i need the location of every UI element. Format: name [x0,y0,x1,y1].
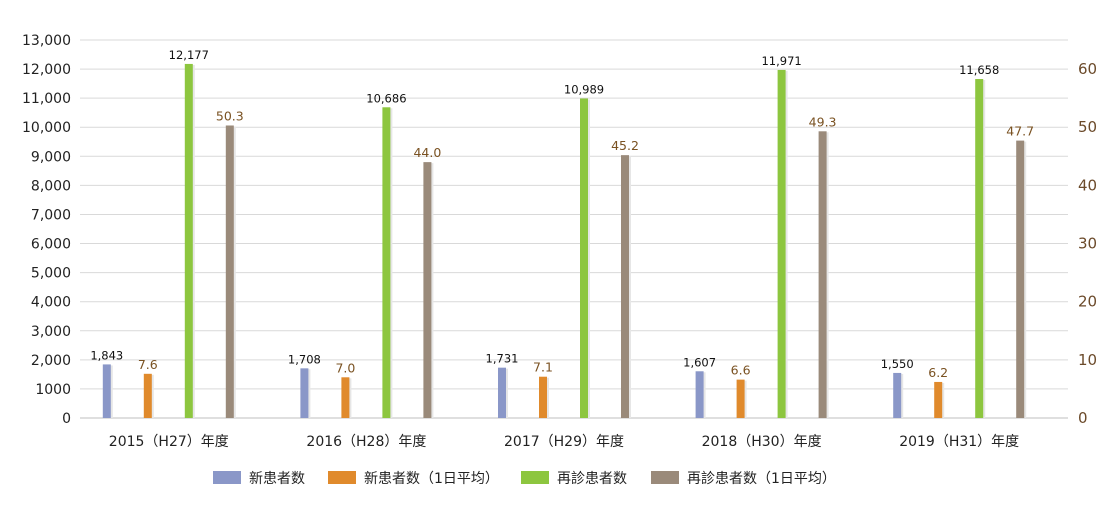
category-label: 2016（H28）年度 [306,434,426,450]
y-right-tick-label: 40 [1078,176,1097,194]
y-left-tick-label: 11,000 [22,91,71,107]
legend-item: 新患者数（1日平均） [328,471,499,487]
return-patients-avg-bar [621,155,629,418]
legend-swatch [521,471,549,484]
y-left-tick-label: 7,000 [31,207,71,223]
category-axis: 2015（H27）年度 2016（H28）年度 2017（H29）年度 2018（H3… [109,434,1019,450]
legend-item: 再診患者数（1日平均） [651,471,836,487]
return-patients-avg-bar [1016,140,1025,419]
return-patients-avg-bar [225,125,234,419]
y-left-tick-label: 0 [62,411,71,427]
return-patients-bar [580,98,588,418]
new-patients-avg-label: 7.0 [335,360,355,375]
return-patients-bar [777,69,786,418]
legend-label: 再診患者数 [557,471,627,487]
new-patients-avg-label: 6.2 [928,365,948,380]
y-right-tick-label: 10 [1078,351,1097,369]
legend-label: 再診患者数（1日平均） [687,471,836,487]
return-patients-avg-label: 44.0 [413,145,441,160]
y-left-tick-label: 6,000 [31,237,71,253]
new-patients-bar [893,372,902,418]
new-patients-bar [102,364,111,418]
legend-swatch [651,471,679,484]
y-right-tick-label: 30 [1078,235,1097,253]
return-patients-avg-label: 47.7 [1006,124,1034,139]
right-axis: 0 10 20 30 40 50 60 [1078,60,1097,427]
return-patients-label: 10,686 [366,91,406,105]
new-patients-avg-label: 6.6 [731,363,751,378]
data-labels-layer: 1,843 7.6 12,177 50.3 1,708 7.0 10,686 44.0 1,73… [90,48,1034,380]
category-label: 2015（H27）年度 [109,434,229,450]
legend: 新患者数 新患者数（1日平均） 再診患者数 再診患者数（1日平均） [213,471,836,487]
y-left-tick-label: 4,000 [31,295,71,311]
y-right-tick-label: 0 [1078,409,1088,427]
new-patients-avg-bar [539,376,547,418]
new-patients-label: 1,843 [90,348,123,362]
category-label: 2018（H30）年度 [702,434,822,450]
legend-swatch [213,471,241,484]
bars-layer [102,63,1027,419]
legend-item: 再診患者数 [521,471,627,487]
return-patients-bar [975,79,984,418]
new-patients-avg-bar [934,381,943,418]
y-left-tick-label: 10,000 [22,120,71,136]
return-patients-avg-label: 50.3 [216,108,244,123]
legend-label: 新患者数 [249,471,305,487]
new-patients-label: 1,607 [683,355,716,369]
new-patients-label: 1,731 [486,352,519,366]
legend-item: 新患者数 [213,471,305,487]
new-patients-bar [498,367,506,418]
y-right-tick-label: 20 [1078,293,1097,311]
left-axis: 0 1000 2,000 3,000 4,000 5,000 6,000 7,000 8,000… [22,33,71,427]
y-left-tick-label: 13,000 [22,33,71,49]
y-left-tick-label: 9,000 [31,149,71,165]
y-left-tick-label: 5,000 [31,266,71,282]
return-patients-avg-bar [423,162,432,418]
y-left-tick-label: 12,000 [22,62,71,78]
new-patients-avg-label: 7.6 [138,357,158,372]
y-left-tick-label: 1000 [35,382,71,398]
category-label: 2017（H29）年度 [504,434,624,450]
new-patients-avg-bar [736,379,745,418]
return-patients-label: 11,971 [761,54,801,68]
return-patients-bar [382,107,391,418]
return-patients-avg-bar [818,131,827,418]
return-patients-avg-label: 49.3 [809,114,837,129]
new-patients-label: 1,550 [881,357,914,371]
new-patients-label: 1,708 [288,352,321,366]
return-patients-label: 12,177 [169,48,209,62]
return-patients-bar [184,63,193,419]
y-left-tick-label: 2,000 [31,353,71,369]
legend-label: 新患者数（1日平均） [364,471,499,487]
return-patients-avg-label: 45.2 [611,138,639,153]
y-left-tick-label: 3,000 [31,324,71,340]
return-patients-label: 11,658 [959,63,999,77]
y-right-tick-label: 50 [1078,118,1097,136]
y-right-tick-label: 60 [1078,60,1097,78]
new-patients-bar [695,371,704,418]
grid-layer [80,39,1068,419]
category-label: 2019（H31）年度 [899,434,1019,450]
legend-swatch [328,471,356,484]
new-patients-avg-label: 7.1 [533,360,553,375]
new-patients-avg-bar [143,373,152,418]
new-patients-avg-bar [341,377,350,418]
new-patients-bar [300,368,309,418]
return-patients-label: 10,989 [564,82,604,96]
y-left-tick-label: 8,000 [31,178,71,194]
